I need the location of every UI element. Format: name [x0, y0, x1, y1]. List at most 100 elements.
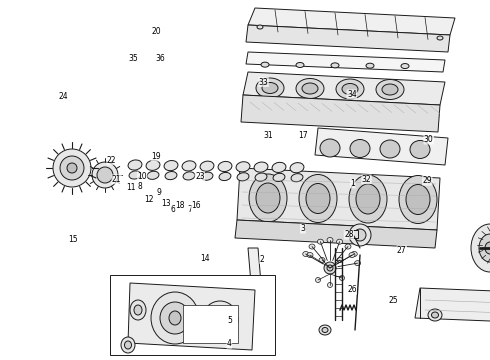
Ellipse shape	[182, 161, 196, 171]
Text: 9: 9	[157, 188, 162, 197]
Text: 11: 11	[126, 184, 136, 192]
Text: 27: 27	[397, 246, 407, 255]
Text: 22: 22	[107, 156, 117, 165]
Bar	[350, 230, 358, 238]
Ellipse shape	[67, 163, 77, 173]
Text: 6: 6	[170, 205, 175, 214]
Ellipse shape	[324, 262, 336, 274]
Ellipse shape	[296, 78, 324, 99]
Ellipse shape	[209, 308, 231, 332]
Ellipse shape	[128, 160, 142, 170]
Ellipse shape	[349, 175, 387, 223]
Polygon shape	[243, 72, 445, 105]
Text: 8: 8	[137, 182, 142, 191]
Ellipse shape	[160, 302, 190, 334]
Ellipse shape	[201, 172, 213, 180]
Polygon shape	[128, 283, 255, 350]
Ellipse shape	[327, 283, 333, 288]
Text: 14: 14	[200, 254, 210, 263]
Text: 13: 13	[161, 199, 171, 208]
Ellipse shape	[134, 305, 142, 315]
Text: 34: 34	[347, 90, 357, 99]
Ellipse shape	[349, 252, 355, 257]
Ellipse shape	[322, 328, 328, 333]
Polygon shape	[237, 168, 440, 230]
Ellipse shape	[382, 84, 398, 95]
Ellipse shape	[299, 175, 337, 222]
Ellipse shape	[319, 325, 331, 335]
Text: 23: 23	[195, 172, 205, 181]
Ellipse shape	[336, 79, 364, 99]
Ellipse shape	[302, 83, 318, 94]
Text: 16: 16	[191, 201, 201, 210]
Polygon shape	[315, 128, 448, 165]
Ellipse shape	[165, 171, 177, 180]
Text: 2: 2	[260, 255, 265, 264]
Text: 31: 31	[264, 130, 273, 139]
Text: 26: 26	[347, 285, 357, 294]
Ellipse shape	[342, 84, 358, 94]
Ellipse shape	[53, 149, 91, 187]
Ellipse shape	[340, 275, 344, 280]
Ellipse shape	[399, 175, 437, 224]
Ellipse shape	[345, 244, 351, 249]
Text: 28: 28	[344, 230, 354, 239]
Ellipse shape	[355, 261, 361, 266]
Ellipse shape	[241, 314, 249, 323]
Ellipse shape	[337, 257, 343, 262]
Ellipse shape	[257, 25, 263, 29]
Ellipse shape	[273, 173, 285, 181]
Ellipse shape	[320, 139, 340, 157]
Text: 25: 25	[388, 296, 398, 305]
Ellipse shape	[272, 162, 286, 172]
Ellipse shape	[261, 62, 269, 67]
Ellipse shape	[327, 238, 333, 243]
Ellipse shape	[60, 156, 84, 180]
Ellipse shape	[262, 82, 278, 94]
Ellipse shape	[488, 235, 490, 255]
Ellipse shape	[380, 140, 400, 158]
Ellipse shape	[237, 173, 249, 181]
Text: 32: 32	[362, 175, 371, 184]
Text: 7: 7	[188, 205, 193, 214]
Ellipse shape	[296, 63, 304, 68]
Ellipse shape	[216, 315, 224, 325]
Ellipse shape	[147, 171, 159, 179]
Text: 20: 20	[151, 27, 161, 36]
Ellipse shape	[356, 184, 380, 214]
Polygon shape	[415, 288, 490, 325]
Ellipse shape	[318, 239, 323, 244]
Ellipse shape	[432, 312, 439, 318]
Ellipse shape	[479, 234, 490, 262]
Ellipse shape	[151, 292, 199, 344]
Text: 30: 30	[424, 135, 434, 144]
Ellipse shape	[307, 252, 313, 257]
Ellipse shape	[482, 229, 490, 261]
Ellipse shape	[351, 252, 357, 256]
Ellipse shape	[238, 310, 252, 326]
Polygon shape	[248, 8, 455, 35]
Ellipse shape	[254, 162, 268, 172]
Text: 1: 1	[350, 179, 355, 188]
Ellipse shape	[121, 337, 135, 353]
Ellipse shape	[236, 162, 250, 172]
Ellipse shape	[92, 162, 118, 188]
Ellipse shape	[218, 161, 232, 172]
Ellipse shape	[97, 167, 113, 183]
Ellipse shape	[327, 265, 333, 271]
Ellipse shape	[350, 139, 370, 158]
Text: 19: 19	[151, 152, 161, 161]
Polygon shape	[246, 52, 445, 72]
Ellipse shape	[183, 172, 195, 180]
Bar	[110, 275, 275, 355]
Ellipse shape	[255, 173, 267, 181]
Ellipse shape	[401, 64, 409, 68]
Text: 4: 4	[227, 339, 232, 348]
Text: 12: 12	[145, 195, 154, 204]
Ellipse shape	[169, 311, 181, 325]
Ellipse shape	[290, 163, 304, 173]
Text: 17: 17	[298, 130, 308, 139]
Ellipse shape	[202, 301, 238, 339]
Ellipse shape	[303, 252, 309, 256]
Ellipse shape	[437, 36, 443, 40]
